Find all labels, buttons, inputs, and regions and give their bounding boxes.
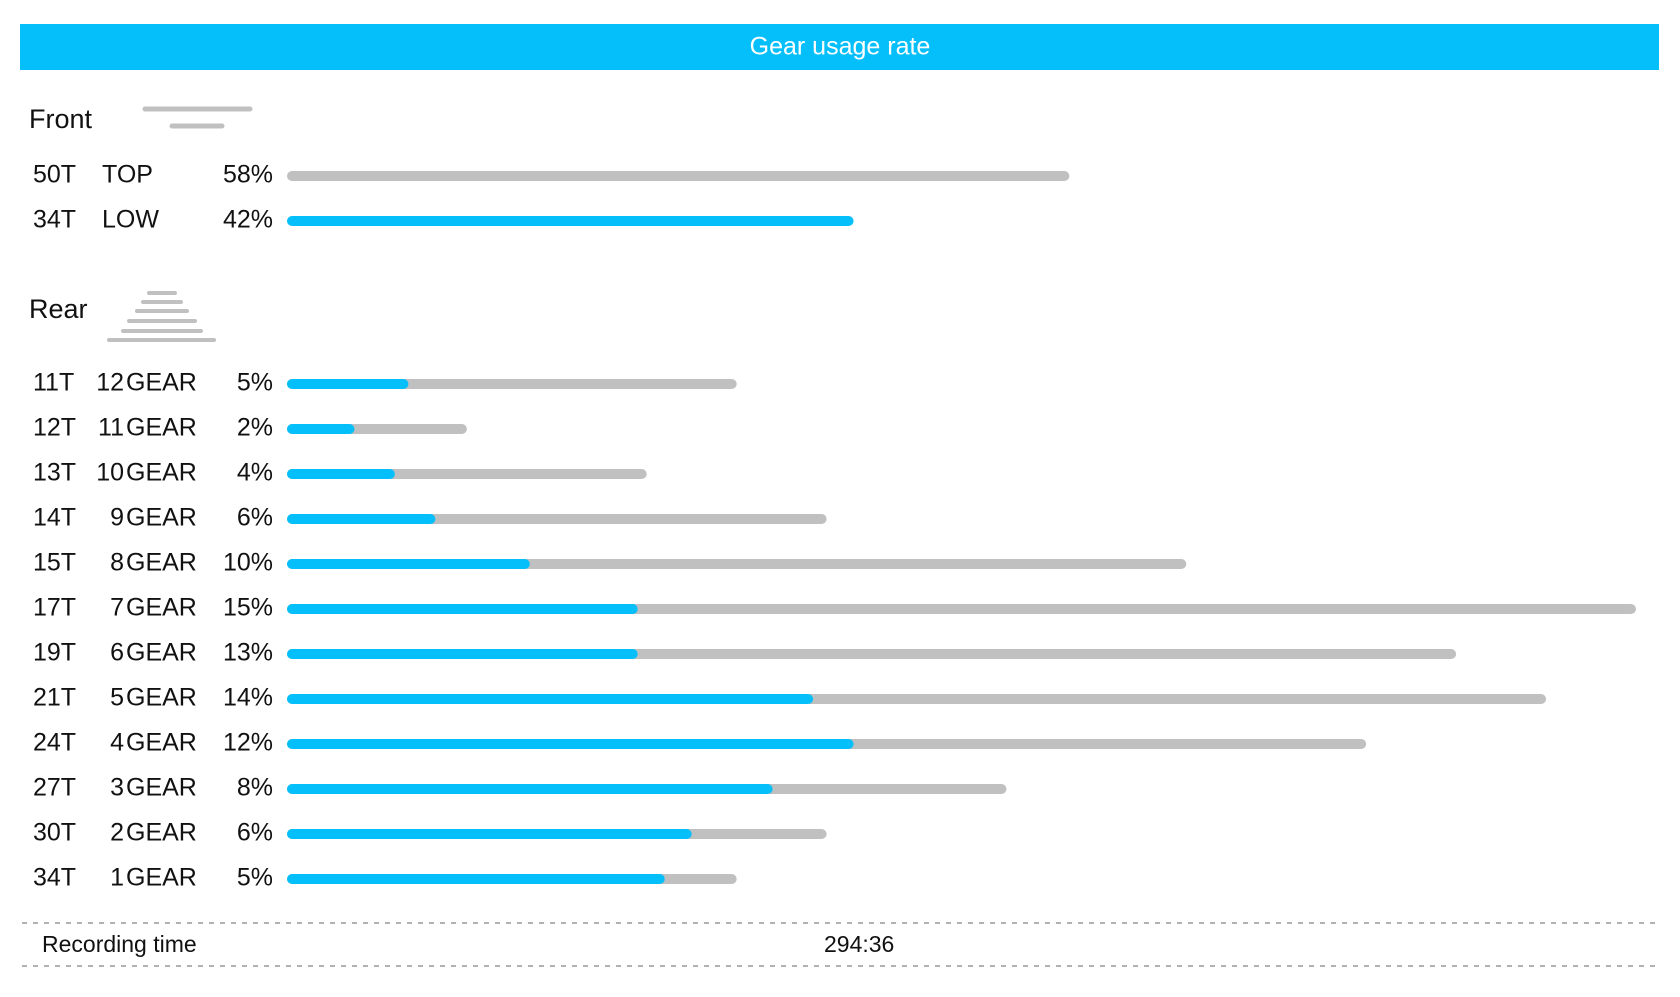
usage-label: 14% <box>223 684 273 712</box>
gear-number: 4 <box>110 729 124 757</box>
usage-label: 13% <box>223 639 273 667</box>
gear-number: 12 <box>96 369 124 397</box>
gear-unit: GEAR <box>126 684 197 712</box>
position-bar <box>287 784 773 794</box>
gear-unit: GEAR <box>126 819 197 847</box>
teeth-label: 13T <box>33 459 76 487</box>
gear-unit: GEAR <box>126 729 197 757</box>
gear-unit: GEAR <box>126 774 197 802</box>
front-icon <box>142 106 253 129</box>
teeth-label: 19T <box>33 639 76 667</box>
teeth-label: 14T <box>33 504 76 532</box>
gear-unit: GEAR <box>126 639 197 667</box>
teeth-label: 15T <box>33 549 76 577</box>
gear-number: 1 <box>110 864 124 892</box>
usage-bar <box>287 216 854 226</box>
usage-label: 15% <box>223 594 273 622</box>
gear-number: 11 <box>98 414 124 442</box>
rear-icon <box>107 291 216 342</box>
position-bar <box>287 649 638 659</box>
teeth-label: 30T <box>33 819 76 847</box>
usage-label: 6% <box>237 504 273 532</box>
usage-label: 42% <box>223 206 273 234</box>
gear-unit: GEAR <box>126 369 197 397</box>
teeth-label: 27T <box>33 774 76 802</box>
footer-label: Recording time <box>42 931 197 957</box>
footer-value: 294:36 <box>824 931 894 957</box>
gear-unit: GEAR <box>126 459 197 487</box>
gear-number: 9 <box>110 504 124 532</box>
teeth-label: 12T <box>33 414 76 442</box>
gear-number: 2 <box>110 819 124 847</box>
teeth-label: 17T <box>33 594 76 622</box>
usage-label: 6% <box>237 819 273 847</box>
usage-bar <box>287 171 1070 181</box>
teeth-label: 50T <box>33 161 76 189</box>
gear-name: TOP <box>102 161 153 189</box>
gear-unit: GEAR <box>126 414 197 442</box>
teeth-label: 21T <box>33 684 76 712</box>
gear-number: 10 <box>96 459 124 487</box>
usage-label: 5% <box>237 369 273 397</box>
header-bar <box>20 24 1659 70</box>
gear-number: 7 <box>110 594 124 622</box>
teeth-label: 24T <box>33 729 76 757</box>
gear-number: 5 <box>110 684 124 712</box>
rear-title: Rear <box>29 294 88 324</box>
gear-name: LOW <box>102 206 159 234</box>
usage-label: 10% <box>223 549 273 577</box>
gear-unit: GEAR <box>126 504 197 532</box>
position-bar <box>287 604 638 614</box>
gear-unit: GEAR <box>126 864 197 892</box>
footer-dividers <box>22 922 1659 967</box>
usage-label: 2% <box>237 414 273 442</box>
gear-number: 8 <box>110 549 124 577</box>
position-bar <box>287 424 355 434</box>
position-bar <box>287 469 395 479</box>
teeth-label: 34T <box>33 864 76 892</box>
teeth-label: 34T <box>33 206 76 234</box>
usage-label: 8% <box>237 774 273 802</box>
teeth-label: 11T <box>33 369 74 397</box>
position-bar <box>287 514 436 524</box>
position-bar <box>287 379 409 389</box>
header-title: Gear usage rate <box>750 33 931 61</box>
position-bar <box>287 694 814 704</box>
usage-label: 12% <box>223 729 273 757</box>
usage-label: 4% <box>237 459 273 487</box>
position-bar <box>287 739 854 749</box>
usage-label: 58% <box>223 161 273 189</box>
gear-number: 6 <box>110 639 124 667</box>
position-bar <box>287 829 692 839</box>
gear-unit: GEAR <box>126 594 197 622</box>
gear-unit: GEAR <box>126 549 197 577</box>
position-bar <box>287 874 665 884</box>
gear-number: 3 <box>110 774 124 802</box>
usage-label: 5% <box>237 864 273 892</box>
front-title: Front <box>29 104 93 134</box>
position-bar <box>287 559 530 569</box>
